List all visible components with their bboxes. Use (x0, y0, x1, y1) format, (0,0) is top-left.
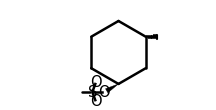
Text: O: O (90, 75, 102, 90)
Polygon shape (106, 84, 119, 93)
Text: S: S (88, 85, 97, 100)
Text: O: O (98, 85, 110, 100)
Text: O: O (90, 94, 102, 109)
